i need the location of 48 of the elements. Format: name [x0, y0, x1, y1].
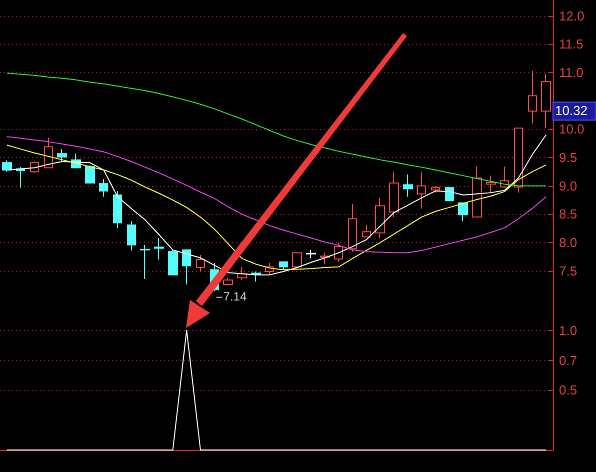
- candlestick: [445, 186, 454, 202]
- candlestick: [306, 249, 316, 258]
- y-tick-label: 8.5: [559, 206, 578, 222]
- candlestick: [2, 160, 12, 172]
- y-tick-label: 10.0: [559, 122, 584, 137]
- y-tick-label: 11.5: [559, 36, 584, 52]
- candlestick: [486, 175, 496, 194]
- candlestick: [99, 178, 108, 198]
- candlestick: [168, 250, 178, 276]
- candlestick: [85, 164, 95, 184]
- candlestick: [182, 248, 191, 285]
- y-tick-label: 7.5: [559, 263, 578, 278]
- candlestick: [472, 166, 482, 218]
- y-tick-label: 9.5: [559, 150, 578, 166]
- y-tick-label: 11.0: [559, 65, 584, 80]
- annotation: 7.14: [223, 289, 247, 304]
- text: 10.32: [555, 103, 588, 118]
- y-tick-label: 1.0: [559, 322, 578, 338]
- candlestick: [375, 197, 385, 239]
- y-tick-label: 12.0: [559, 8, 584, 24]
- candlestick: [279, 261, 288, 270]
- y-tick-label: 9.0: [559, 178, 578, 194]
- candlestick: [431, 185, 440, 194]
- candlestick: [458, 202, 468, 222]
- candlestick: [389, 171, 399, 218]
- y-tick-label: 0.7: [559, 352, 578, 368]
- candlestick: [348, 204, 357, 252]
- candlestick: [362, 224, 371, 238]
- candlestick: [154, 238, 164, 260]
- candlestick: [113, 190, 122, 228]
- candlestick: [16, 166, 25, 188]
- candlestick: [528, 70, 537, 124]
- candlestick: [196, 254, 205, 272]
- y-tick-label: 8.0: [559, 235, 578, 250]
- candlestick: [140, 244, 150, 280]
- candlestick: [403, 174, 413, 198]
- candlestick: [334, 242, 343, 262]
- candlestick: [57, 148, 67, 162]
- candlestick: [127, 220, 136, 251]
- line-series: [6, 136, 547, 254]
- candlestick: [30, 161, 39, 174]
- candlestick: [223, 277, 233, 286]
- candlestick: [514, 128, 523, 194]
- line-series: [6, 72, 547, 186]
- candlestick: [417, 171, 426, 210]
- y-tick-label: 0.5: [559, 382, 578, 398]
- candlestick: [44, 137, 53, 168]
- candlestick: [292, 252, 302, 268]
